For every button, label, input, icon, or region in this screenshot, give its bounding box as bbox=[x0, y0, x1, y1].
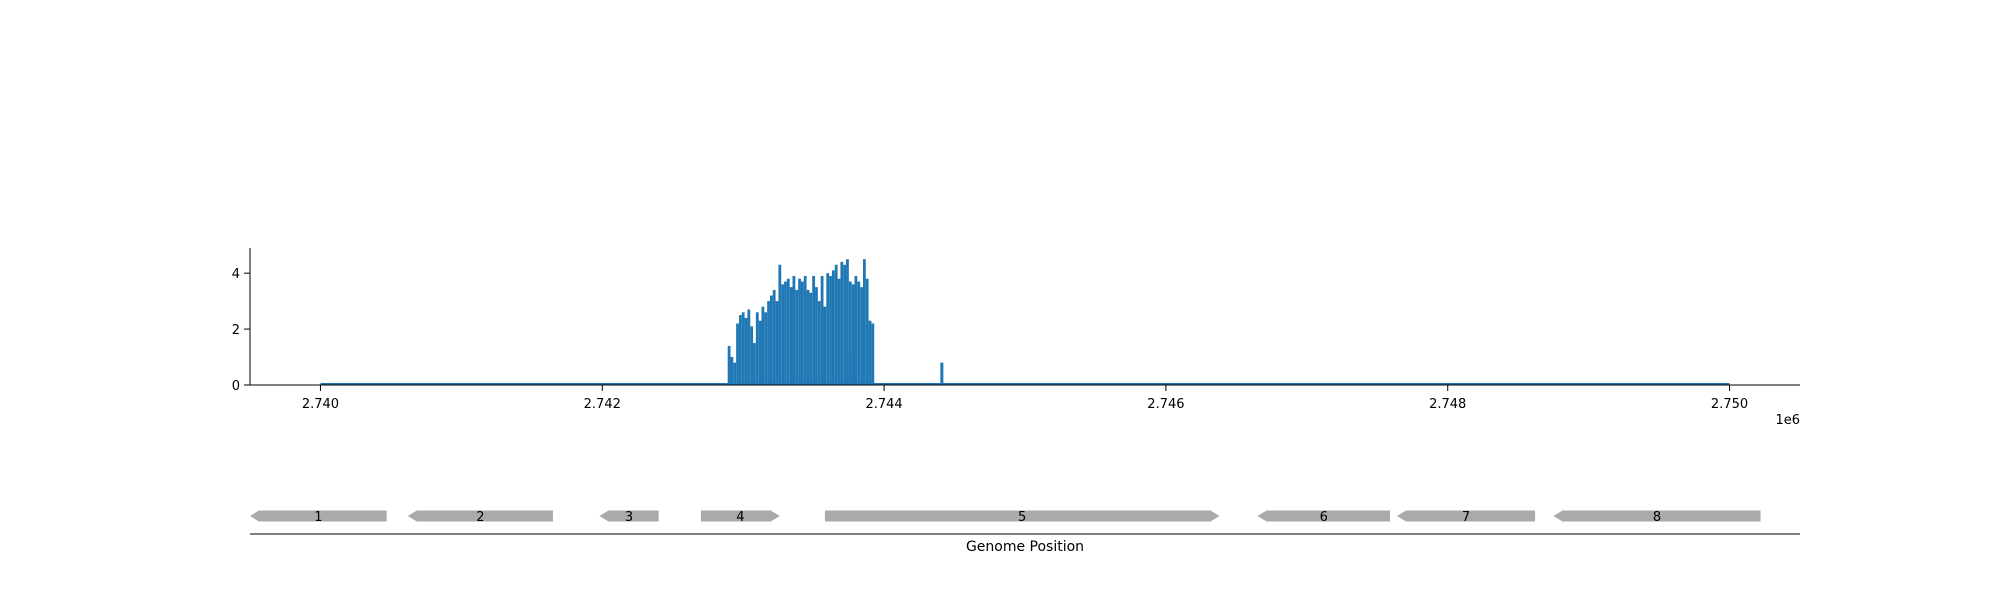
coverage-bar bbox=[800, 281, 804, 385]
coverage-bar bbox=[769, 295, 773, 385]
gene-arrow bbox=[407, 510, 553, 522]
coverage-bar bbox=[809, 292, 813, 385]
coverage-bar bbox=[834, 264, 838, 385]
coverage-bar bbox=[781, 284, 785, 385]
gene-arrow bbox=[824, 510, 1220, 522]
x-tick-label: 2.744 bbox=[865, 397, 902, 412]
coverage-bar bbox=[753, 343, 756, 385]
coverage-bar bbox=[820, 275, 824, 385]
coverage-bar bbox=[862, 259, 866, 385]
coverage-bar bbox=[815, 287, 818, 385]
x-tick-label: 2.748 bbox=[1429, 397, 1466, 412]
x-tick-label: 2.742 bbox=[584, 397, 621, 412]
coverage-bar bbox=[755, 312, 759, 385]
gene-arrow bbox=[1397, 510, 1536, 522]
coverage-bar bbox=[837, 278, 841, 385]
coverage-bar bbox=[786, 278, 790, 385]
gene-label: 7 bbox=[1462, 510, 1470, 525]
gene-arrows: 1 2 3 4 5 6 7 8 bbox=[250, 510, 1761, 525]
gene-track-panel: 1 2 3 4 5 6 7 8 Genome Position bbox=[250, 510, 1800, 555]
gene-label: 1 bbox=[314, 510, 322, 525]
gene-label: 3 bbox=[625, 510, 633, 525]
coverage-bar bbox=[840, 261, 844, 385]
coverage-bar bbox=[795, 289, 799, 385]
coverage-bar bbox=[750, 326, 754, 385]
coverage-bar bbox=[764, 312, 768, 385]
coverage-bar bbox=[854, 275, 858, 385]
coverage-bar bbox=[826, 273, 830, 385]
gene-arrow bbox=[250, 510, 387, 522]
coverage-bar bbox=[772, 289, 776, 385]
coverage-bar bbox=[747, 309, 751, 385]
coverage-bar bbox=[851, 284, 855, 385]
gene-label: 5 bbox=[1018, 510, 1026, 525]
coverage-bar bbox=[871, 323, 875, 385]
coverage-bar bbox=[744, 317, 748, 385]
coverage-bar bbox=[775, 301, 779, 385]
x-axis-offset-label: 1e6 bbox=[1775, 413, 1800, 428]
x-tick-label: 2.750 bbox=[1711, 397, 1748, 412]
gene-label: 8 bbox=[1653, 510, 1661, 525]
coverage-bar bbox=[761, 306, 765, 385]
coverage-bar bbox=[848, 281, 852, 385]
coverage-bar bbox=[803, 275, 807, 385]
coverage-bar bbox=[843, 264, 847, 385]
coverage-bar bbox=[792, 275, 796, 385]
coverage-bar bbox=[727, 345, 731, 385]
coverage-bars bbox=[727, 259, 944, 385]
coverage-bar bbox=[778, 264, 782, 385]
gene-label: 2 bbox=[476, 510, 484, 525]
coverage-bar bbox=[741, 312, 745, 385]
coverage-bar bbox=[848, 352, 852, 385]
gene-arrow bbox=[1553, 510, 1761, 522]
x-axis-ticks: 2.740 2.742 2.744 2.746 2.748 2.750 bbox=[302, 385, 1748, 412]
coverage-bar bbox=[758, 320, 762, 385]
coverage-bar bbox=[860, 287, 863, 385]
coverage-bar bbox=[784, 281, 787, 385]
x-tick-label: 2.746 bbox=[1147, 397, 1184, 412]
coverage-bar bbox=[868, 320, 872, 385]
coverage-bar bbox=[865, 278, 869, 385]
coverage-bar bbox=[733, 362, 737, 385]
coverage-panel: 0 2 4 2.740 2.742 2.744 2.746 2.748 2.750 1e6 bbox=[232, 248, 1800, 428]
y-axis-ticks: 0 2 4 bbox=[232, 267, 250, 394]
gene-arrow bbox=[700, 510, 780, 522]
coverage-bar bbox=[857, 281, 861, 385]
gene-track-xlabel: Genome Position bbox=[966, 539, 1084, 555]
coverage-bar bbox=[940, 362, 944, 385]
coverage-bar bbox=[767, 301, 770, 385]
coverage-bar bbox=[736, 323, 739, 385]
gene-arrow bbox=[1257, 510, 1390, 522]
y-tick-label: 2 bbox=[232, 323, 240, 338]
coverage-bar bbox=[817, 301, 821, 385]
coverage-bar bbox=[846, 259, 849, 385]
coverage-bar bbox=[812, 275, 816, 385]
coverage-bar bbox=[831, 270, 835, 385]
coverage-bar bbox=[789, 287, 793, 385]
coverage-bar bbox=[806, 289, 810, 385]
coverage-bar bbox=[829, 275, 832, 385]
y-tick-label: 4 bbox=[232, 267, 240, 282]
gene-label: 4 bbox=[736, 510, 744, 525]
gene-arrow bbox=[599, 510, 659, 522]
gene-label: 6 bbox=[1320, 510, 1328, 525]
coverage-bar bbox=[798, 278, 801, 385]
coverage-bar bbox=[823, 306, 827, 385]
y-tick-label: 0 bbox=[232, 379, 240, 394]
coverage-bar bbox=[730, 357, 734, 385]
x-tick-label: 2.740 bbox=[302, 397, 339, 412]
coverage-bar bbox=[738, 315, 742, 385]
